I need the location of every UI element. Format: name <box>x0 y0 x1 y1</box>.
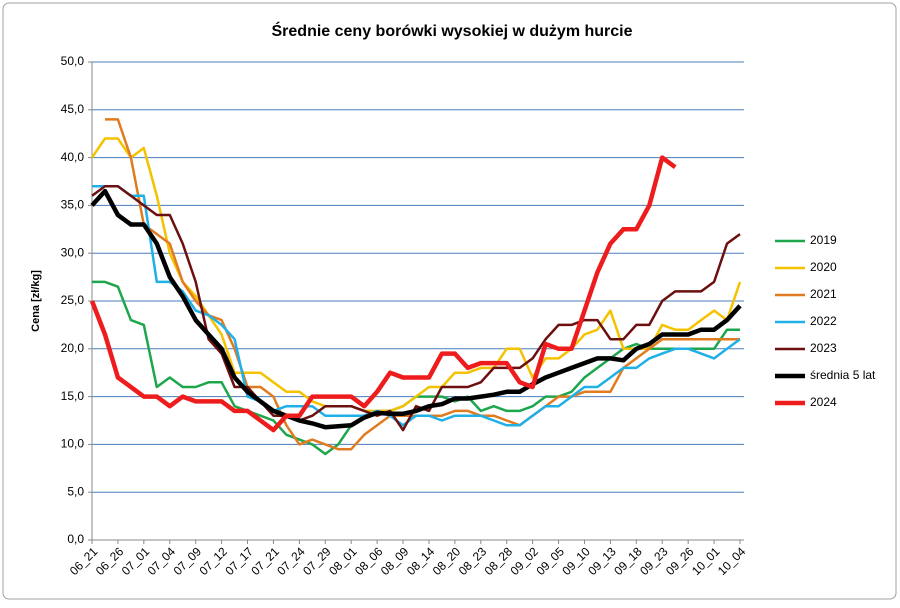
legend-label: 2020 <box>810 260 837 274</box>
y-tick-label: 45,0 <box>61 102 85 116</box>
legend-label: 2024 <box>810 395 837 409</box>
y-tick-label: 30,0 <box>61 245 85 259</box>
y-tick-label: 0,0 <box>67 532 84 546</box>
series-line <box>90 188 742 430</box>
legend-label: 2022 <box>810 314 837 328</box>
y-tick-label: 35,0 <box>61 198 85 212</box>
legend-label: 2023 <box>810 341 837 355</box>
legend-label: średnia 5 lat <box>810 368 876 382</box>
y-tick-label: 15,0 <box>61 389 85 403</box>
y-tick-label: 20,0 <box>61 341 85 355</box>
series-line <box>89 155 677 433</box>
y-tick-label: 40,0 <box>61 150 85 164</box>
chart-title: Średnie ceny borówki wysokiej w dużym hu… <box>272 21 633 40</box>
y-tick-label: 5,0 <box>67 484 84 498</box>
y-tick-label: 25,0 <box>61 293 85 307</box>
legend-label: 2019 <box>810 233 837 247</box>
series-line <box>91 185 741 432</box>
y-axis-label: Cena [zł/kg] <box>30 270 42 332</box>
series-line <box>92 185 741 427</box>
y-tick-label: 10,0 <box>61 437 85 451</box>
y-tick-label: 50,0 <box>61 54 85 68</box>
legend-label: 2021 <box>810 287 837 301</box>
